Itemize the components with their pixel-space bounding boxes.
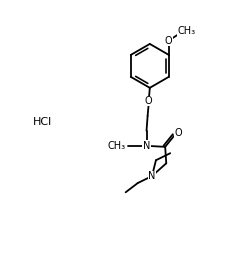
Text: O: O bbox=[174, 129, 182, 139]
Text: O: O bbox=[145, 96, 153, 106]
Text: N: N bbox=[148, 171, 156, 181]
Text: CH₃: CH₃ bbox=[107, 141, 125, 151]
Text: CH₃: CH₃ bbox=[178, 26, 196, 36]
Text: HCl: HCl bbox=[33, 117, 52, 127]
Text: N: N bbox=[143, 141, 150, 151]
Text: O: O bbox=[165, 36, 173, 46]
